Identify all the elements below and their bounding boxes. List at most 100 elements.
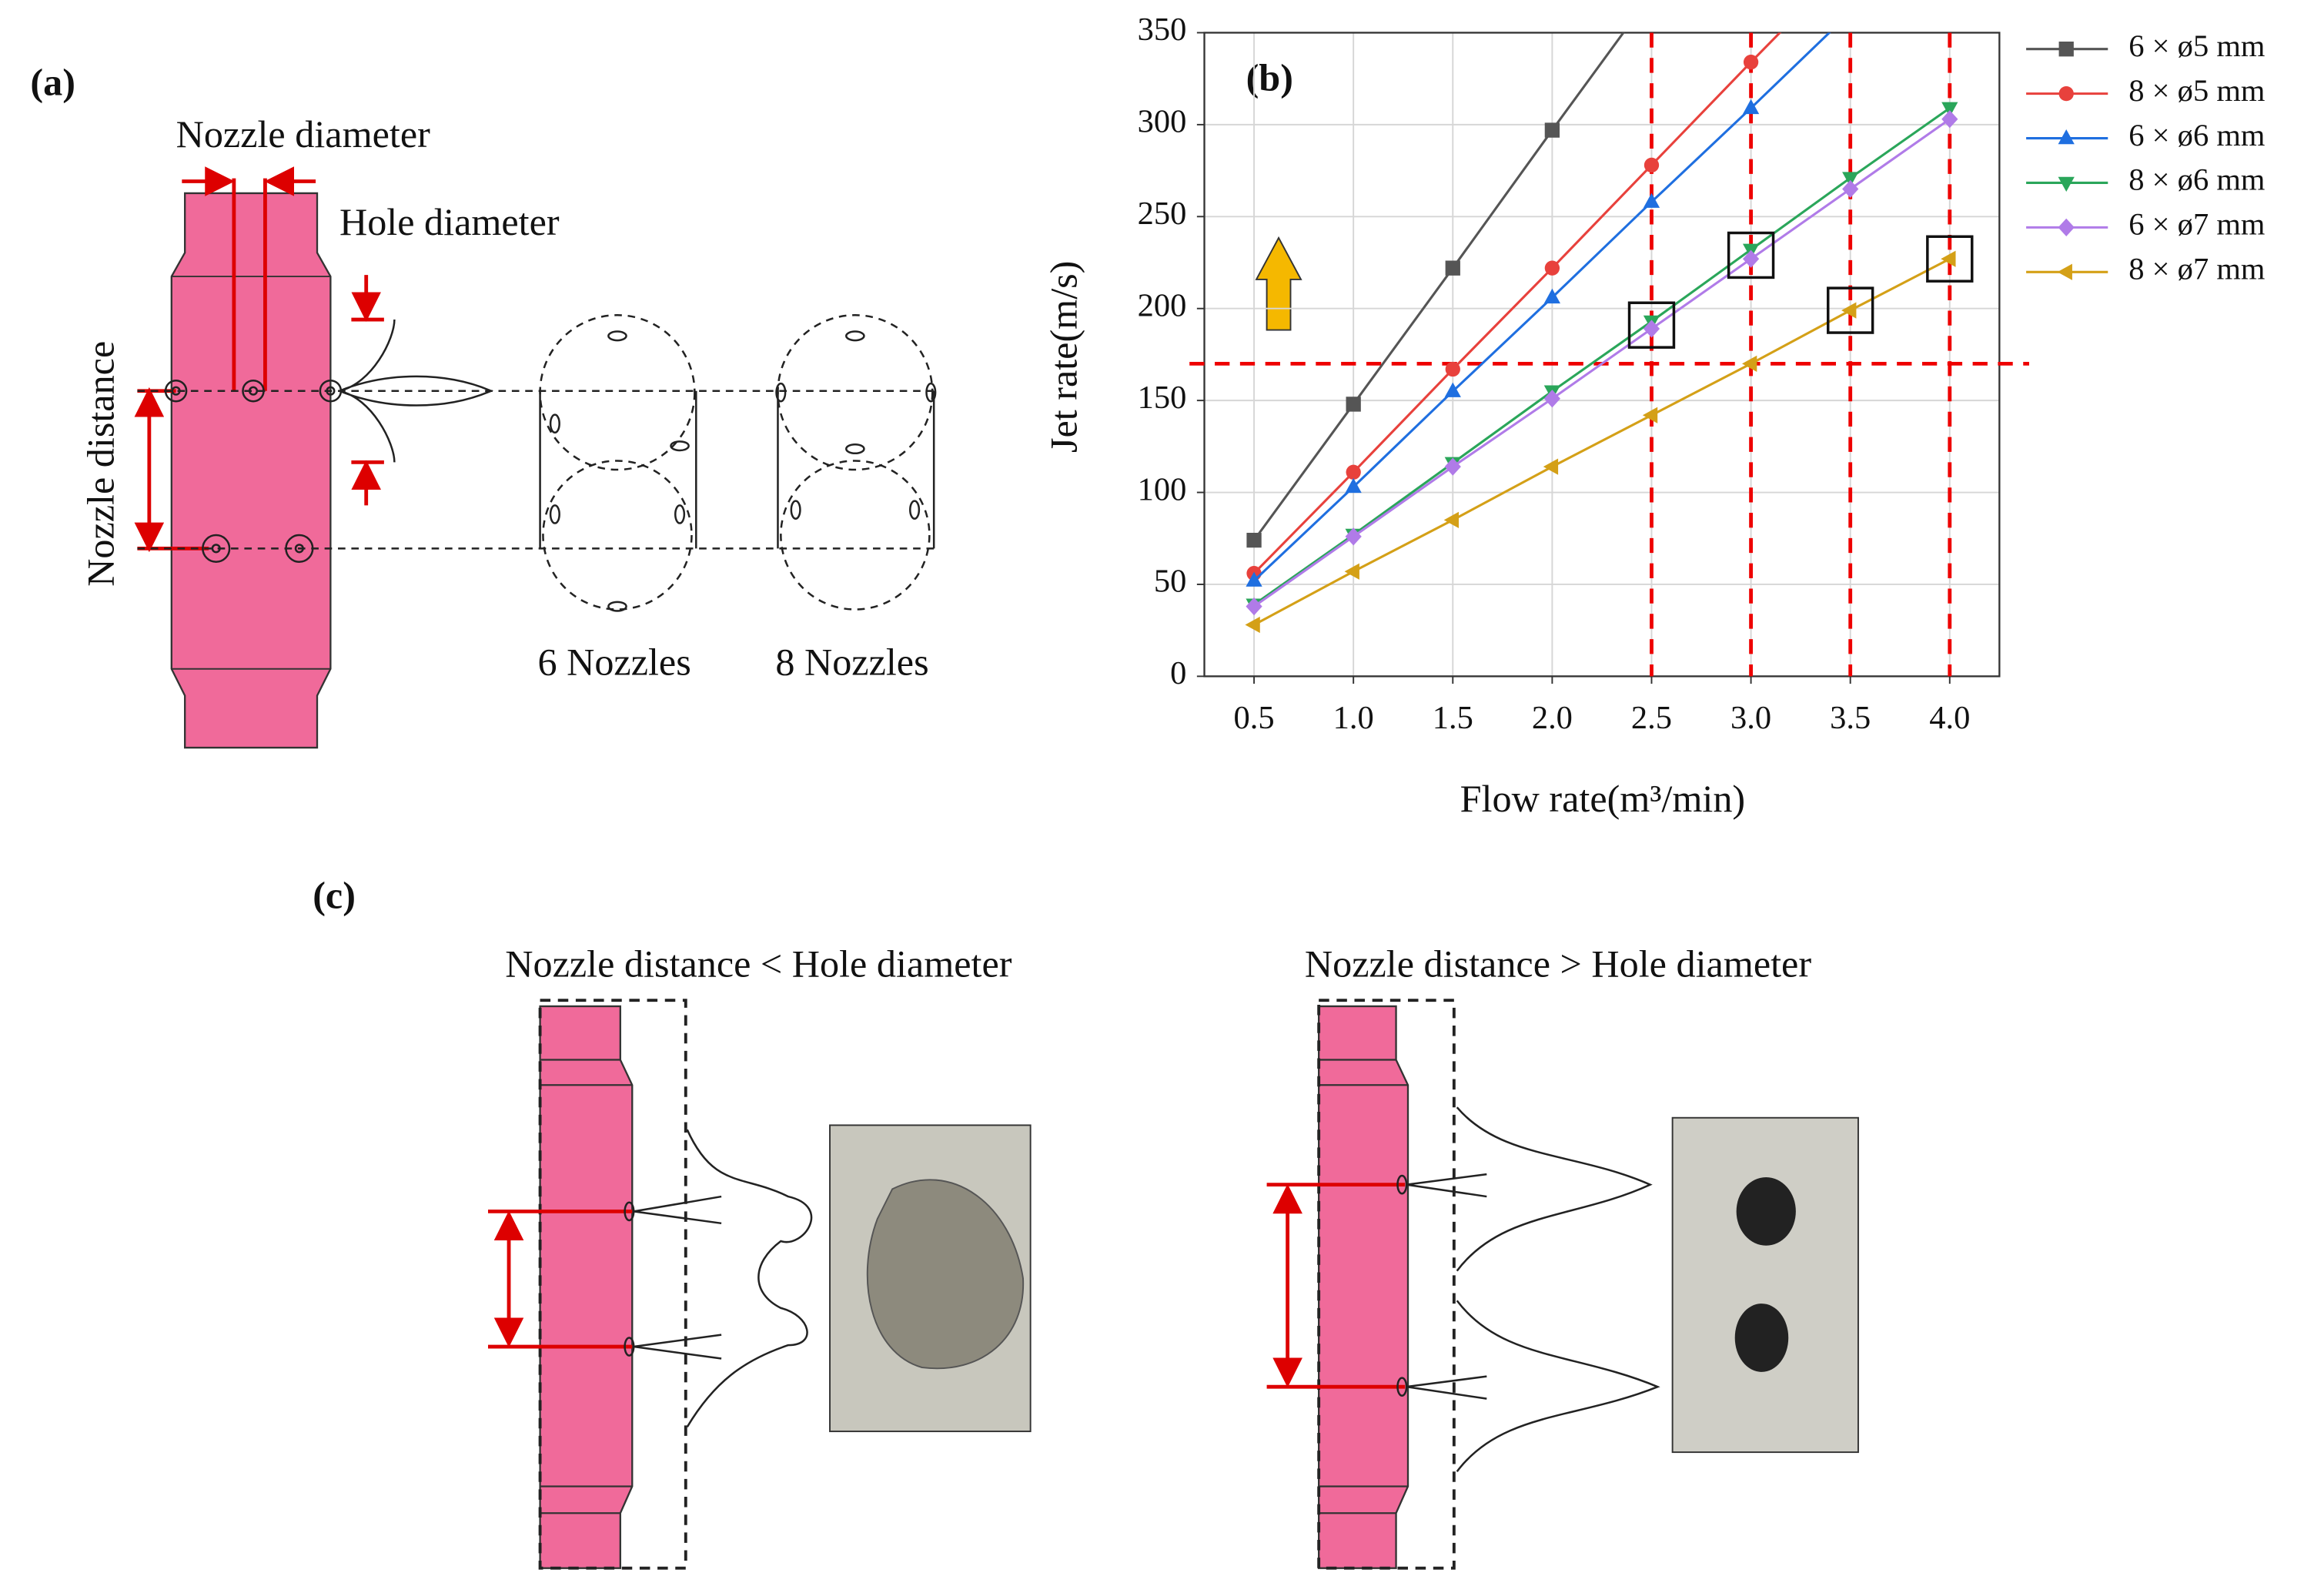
series-line — [1252, 32, 1625, 541]
x-tick-label: 2.5 — [1631, 700, 1672, 736]
marker — [1743, 55, 1759, 70]
marker — [1644, 157, 1660, 173]
photo — [1671, 1116, 1859, 1454]
marker — [2058, 85, 2074, 102]
panel-label: (a) — [30, 60, 75, 103]
panel-label: (c) — [313, 873, 356, 916]
x-tick-label: 1.5 — [1433, 700, 1473, 736]
marker — [1346, 464, 1361, 480]
marker — [1544, 260, 1560, 276]
photo-hole — [1736, 1176, 1796, 1246]
boundary — [538, 999, 687, 1570]
marker — [1544, 122, 1560, 138]
legend-label: 8 × ø7 mm — [2128, 252, 2265, 286]
label: 8 Nozzles — [775, 640, 928, 683]
highlight-box — [1627, 301, 1676, 349]
marker — [1742, 355, 1757, 372]
frames — [539, 330, 937, 612]
marker — [1842, 172, 1859, 187]
photo-hole — [1734, 1304, 1789, 1372]
marker — [1543, 458, 1559, 475]
marker — [1445, 260, 1460, 276]
highlight-box — [1826, 286, 1874, 334]
panel-c: (c) Nozzle distance < Hole diameter Nozz… — [313, 873, 1859, 1570]
plot-frame — [1203, 32, 2001, 678]
boundary — [1317, 999, 1456, 1570]
marker — [1345, 527, 1362, 546]
series-line — [1253, 32, 1831, 582]
legend-label: 6 × ø7 mm — [2128, 207, 2265, 242]
plot-area — [1245, 0, 1958, 634]
highlight-box — [1727, 231, 1775, 279]
marker — [1345, 477, 1362, 494]
marker — [1941, 102, 1958, 117]
label: Nozzle diameter — [176, 112, 431, 156]
marker — [1443, 511, 1459, 528]
marker — [1346, 397, 1361, 412]
distance-marks — [1266, 1183, 1406, 1389]
x-tick-label: 3.5 — [1830, 700, 1871, 736]
arrow-icon — [1255, 236, 1302, 331]
y-tick-label: 100 — [1138, 471, 1187, 507]
y-tick-label: 250 — [1138, 196, 1187, 232]
panel-a: (a) Nozzle diameter Hole diameter Nozzle… — [30, 60, 938, 749]
y-tick-label: 0 — [1170, 655, 1186, 691]
marker — [1841, 302, 1857, 319]
marker — [1444, 457, 1461, 476]
marker — [1246, 532, 1262, 548]
panel-label: (b) — [1246, 56, 1293, 99]
x-tick-label: 3.0 — [1730, 700, 1771, 736]
tool-left — [539, 1005, 634, 1569]
highlight-box — [1926, 235, 1974, 283]
marker — [1643, 192, 1660, 208]
y-axis-label: Jet rate(m/s) — [1042, 261, 1085, 453]
marker — [1742, 99, 1760, 115]
marker — [1941, 250, 1956, 267]
legend-label: 6 × ø5 mm — [2128, 28, 2265, 63]
legend-label: 8 × ø6 mm — [2128, 162, 2265, 197]
x-tick-label: 2.0 — [1532, 700, 1573, 736]
marker — [1642, 407, 1658, 423]
chart: (b) Flow rate(m³/min) Jet rate(m/s) 0 50 1… — [1042, 0, 2265, 820]
x-axis-label: Flow rate(m³/min) — [1460, 777, 1745, 820]
x-tick-label: 0.5 — [1234, 700, 1275, 736]
series-line — [1253, 257, 1951, 626]
distance-marks — [488, 1209, 633, 1349]
marker — [1644, 0, 1659, 2]
marker — [1543, 288, 1560, 304]
marker — [2058, 218, 2075, 236]
label: Nozzle distance < Hole diameter — [505, 942, 1012, 985]
marker — [1245, 616, 1260, 634]
marker — [2058, 176, 2075, 192]
marker — [1742, 249, 1760, 268]
marker — [2058, 42, 2074, 57]
marker — [1246, 597, 1262, 616]
legend-label: 6 × ø6 mm — [2128, 118, 2265, 152]
tool-right — [1318, 1005, 1409, 1569]
photo-crater — [866, 1179, 1024, 1370]
y-tick-label: 350 — [1138, 12, 1187, 48]
marker — [1344, 563, 1359, 580]
jets-right — [1396, 1106, 1660, 1472]
marker — [1643, 320, 1660, 338]
marker — [1246, 571, 1262, 587]
marker — [2058, 129, 2075, 145]
series-line — [1252, 32, 1782, 574]
jets-left — [624, 1129, 813, 1427]
label: Hole diameter — [339, 200, 560, 243]
marker — [1842, 4, 1858, 18]
y-tick-label: 50 — [1154, 564, 1186, 600]
label: 6 Nozzles — [537, 640, 691, 683]
series-line — [1253, 107, 1951, 606]
x-tick-label: 1.0 — [1333, 700, 1374, 736]
y-tick-label: 200 — [1138, 287, 1187, 323]
label: Nozzle distance > Hole diameter — [1305, 942, 1811, 985]
legend-label: 8 × ø5 mm — [2128, 73, 2265, 108]
marker — [1842, 179, 1859, 199]
label: Nozzle distance — [79, 341, 122, 587]
marker — [1445, 361, 1460, 377]
y-tick-label: 300 — [1138, 104, 1187, 140]
marker — [2057, 263, 2072, 280]
x-tick-label: 4.0 — [1929, 700, 1970, 736]
